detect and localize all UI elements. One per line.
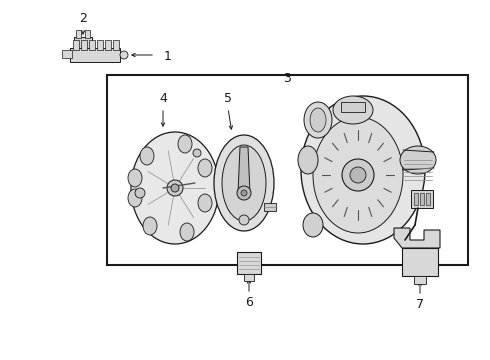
Circle shape (239, 215, 249, 225)
Circle shape (241, 190, 247, 196)
Bar (105, 40, 111, 50)
Ellipse shape (140, 147, 154, 165)
Ellipse shape (400, 146, 436, 174)
Circle shape (120, 51, 128, 59)
Bar (426, 193, 430, 205)
Circle shape (167, 180, 183, 196)
Text: 1: 1 (164, 50, 172, 63)
Text: 2: 2 (79, 12, 87, 24)
Ellipse shape (301, 96, 425, 244)
Ellipse shape (198, 159, 212, 177)
Circle shape (342, 159, 374, 191)
Ellipse shape (313, 117, 403, 233)
Ellipse shape (333, 96, 373, 124)
Bar (411, 190, 433, 208)
Ellipse shape (304, 102, 332, 138)
Circle shape (193, 149, 201, 157)
Bar (70, 48, 120, 62)
Ellipse shape (131, 132, 219, 244)
Ellipse shape (298, 146, 318, 174)
Bar (414, 193, 418, 205)
Bar (89, 40, 95, 50)
Bar (341, 102, 365, 112)
Bar (237, 252, 261, 274)
Ellipse shape (310, 108, 326, 132)
Bar (107, 75, 468, 265)
Bar (414, 276, 426, 284)
Bar (85, 30, 90, 38)
Bar (402, 248, 438, 276)
Text: 5: 5 (224, 93, 232, 105)
Ellipse shape (143, 217, 157, 235)
Bar (62, 50, 72, 58)
Ellipse shape (180, 223, 194, 241)
Polygon shape (394, 228, 440, 248)
Text: 7: 7 (416, 298, 424, 311)
Bar (244, 274, 254, 281)
Bar (420, 193, 424, 205)
Bar (113, 40, 119, 50)
Ellipse shape (178, 135, 192, 153)
Ellipse shape (222, 145, 266, 221)
Circle shape (237, 186, 251, 200)
Ellipse shape (128, 189, 142, 207)
Text: 6: 6 (245, 297, 253, 310)
Bar (76, 30, 81, 38)
Circle shape (350, 167, 366, 183)
Ellipse shape (128, 169, 142, 187)
Ellipse shape (214, 135, 274, 231)
Bar (81, 40, 87, 50)
Ellipse shape (198, 194, 212, 212)
Bar (74, 37, 92, 48)
Ellipse shape (303, 213, 323, 237)
Circle shape (171, 184, 179, 192)
Circle shape (135, 188, 145, 198)
Text: 3: 3 (283, 72, 291, 85)
Text: 4: 4 (159, 93, 167, 105)
Bar (97, 40, 103, 50)
Bar (264, 203, 276, 211)
Bar (73, 40, 79, 50)
Polygon shape (238, 147, 250, 193)
